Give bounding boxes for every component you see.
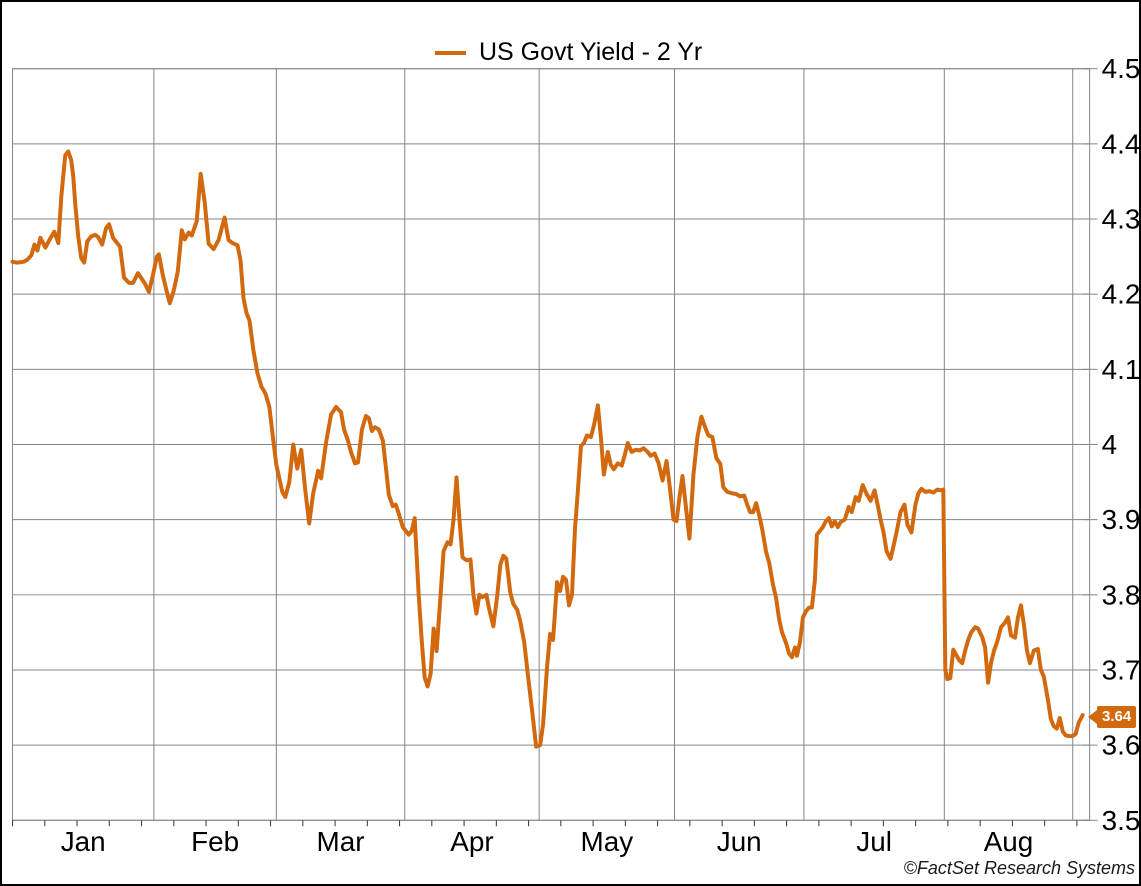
x-axis-label: Jun: [717, 826, 762, 857]
legend: US Govt Yield - 2 Yr: [435, 38, 702, 67]
y-axis-label: 3.6: [1102, 730, 1139, 761]
y-axis-label: 4.4: [1102, 128, 1139, 159]
last-value-badge: 3.64: [1088, 706, 1137, 728]
y-axis-label: 4: [1102, 429, 1118, 460]
x-axis-label: Mar: [317, 826, 365, 857]
x-axis-label: Jan: [61, 826, 106, 857]
legend-line-swatch: [435, 50, 466, 55]
badge-value: 3.64: [1097, 706, 1137, 728]
badge-pointer-icon: [1088, 710, 1097, 724]
x-axis-label: Apr: [450, 826, 493, 857]
copyright-text: ©FactSet Research Systems: [903, 858, 1135, 878]
y-axis-label: 3.5: [1102, 805, 1139, 836]
y-axis-label: 3.9: [1102, 504, 1139, 535]
legend-label: US Govt Yield - 2 Yr: [479, 38, 703, 66]
x-axis-label: Jul: [856, 826, 892, 857]
x-axis-label: Aug: [984, 826, 1034, 857]
x-axis-label: Feb: [191, 826, 239, 857]
y-axis-label: 3.7: [1102, 654, 1139, 685]
y-axis-label: 4.5: [1102, 53, 1139, 84]
y-axis-label: 4.3: [1102, 204, 1139, 235]
x-axis-label: May: [581, 826, 634, 857]
y-axis-label: 4.1: [1102, 354, 1139, 385]
y-axis-label: 3.8: [1102, 579, 1139, 610]
series-line: [10, 149, 1085, 749]
y-axis-label: 4.2: [1102, 279, 1139, 310]
